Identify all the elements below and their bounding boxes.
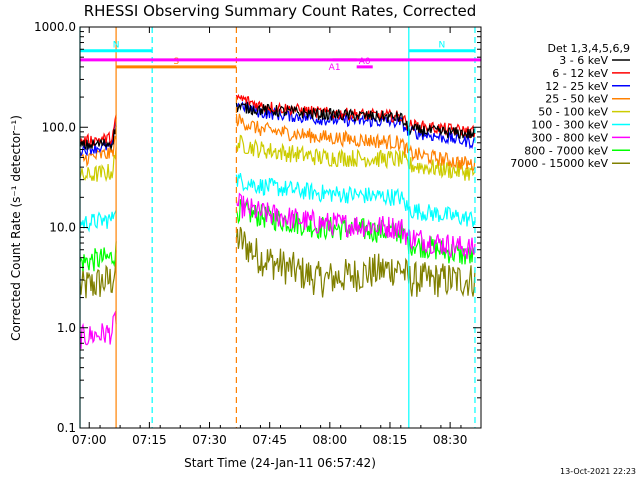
y-tick-label-2: 10.0 xyxy=(49,221,76,235)
x-tick-label-4: 08:00 xyxy=(313,433,348,447)
legend-header: Det 1,3,4,5,6,9 xyxy=(547,42,630,55)
x-tick-label-3: 07:45 xyxy=(252,433,287,447)
flag-label-5: A1 xyxy=(329,63,341,73)
legend-label-4: 50 - 100 keV xyxy=(538,106,608,119)
x-axis-label: Start Time (24-Jan-11 06:57:42) xyxy=(184,456,376,470)
x-tick-label-0: 07:00 xyxy=(72,433,107,447)
y-tick-label-4: 1000.0 xyxy=(34,20,76,34)
x-tick-label-2: 07:30 xyxy=(192,433,227,447)
plot-frame xyxy=(79,26,482,429)
y-tick-label-3: 100.0 xyxy=(42,120,76,134)
plot-area: S N N A0 A1 xyxy=(79,27,481,428)
y-axis-label: Corrected Count Rate (s⁻¹ detector⁻¹) xyxy=(9,115,23,341)
legend-label-5: 100 - 300 keV xyxy=(531,119,608,132)
x-tick-label-1: 07:15 xyxy=(132,433,167,447)
flag-label-4: A0 xyxy=(359,57,371,67)
legend-label-6: 300 - 800 keV xyxy=(531,131,608,144)
series-line-4 xyxy=(79,134,476,183)
legend-label-8: 7000 - 15000 keV xyxy=(510,157,608,170)
y-tick-label-1: 1.0 xyxy=(57,321,76,335)
flag-label-0: S xyxy=(173,57,179,67)
series-line-0 xyxy=(79,102,476,151)
legend-label-1: 6 - 12 keV xyxy=(552,67,608,80)
generation-timestamp: 13-Oct-2021 22:23 xyxy=(560,467,636,476)
series-line-5 xyxy=(79,172,476,233)
y-tick-label-0: 0.1 xyxy=(57,421,76,435)
series-line-1 xyxy=(79,93,476,147)
legend-label-0: 3 - 6 keV xyxy=(559,54,608,67)
x-tick-label-5: 08:15 xyxy=(373,433,408,447)
flag-label-2: N xyxy=(439,41,446,51)
legend-label-3: 25 - 50 keV xyxy=(545,93,608,106)
series-line-8 xyxy=(79,226,476,299)
chart-title: RHESSI Observing Summary Count Rates, Co… xyxy=(84,2,477,20)
flag-label-1: N xyxy=(113,41,120,51)
x-tick-label-6: 08:30 xyxy=(433,433,468,447)
series-line-6 xyxy=(79,192,476,349)
x-axis: 07:00 07:15 07:30 07:45 08:00 08:15 08:30 xyxy=(72,27,482,447)
legend-label-2: 12 - 25 keV xyxy=(545,80,608,93)
legend-label-7: 800 - 7000 keV xyxy=(524,144,608,157)
y-axis: 0.1 1.0 10.0 100.0 1000.0 xyxy=(34,20,481,435)
